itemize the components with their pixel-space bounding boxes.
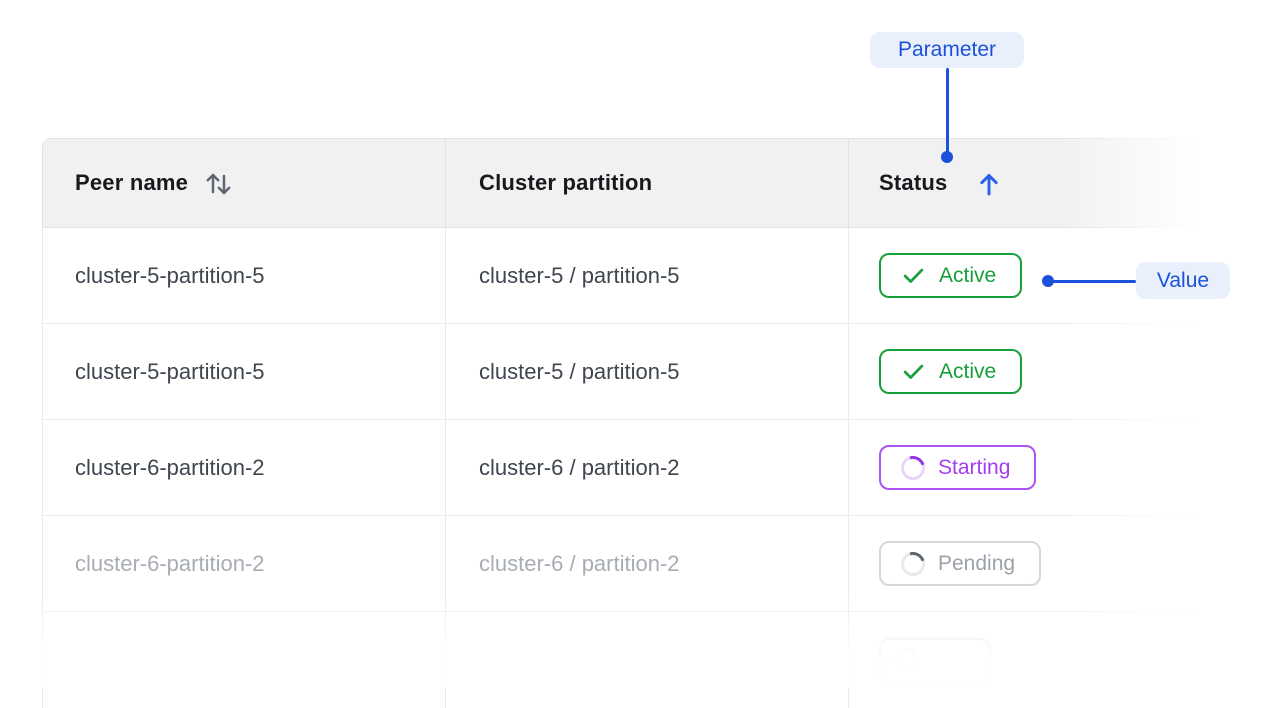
sort-up-down-icon [204,168,233,199]
status-badge-label: Active [939,264,997,287]
column-header-peer-name-label: Peer name [75,170,189,195]
check-icon [901,359,926,384]
arrow-up-icon [977,170,1001,197]
table-row: cluster-5-partition-5 cluster-5 / partit… [42,324,1210,420]
status-badge-active: Active [879,349,1023,394]
cell-status: Active [848,228,1210,323]
cell-cluster-partition: cluster-5 / partition-5 [445,324,848,419]
status-badge-starting: Starting [879,445,1037,490]
cell-cluster-partition: cluster-6 / partition-2 [445,420,848,515]
peers-table: Peer name Cluster partition Status [42,138,1210,708]
cell-status [848,612,1210,708]
column-header-cluster-partition-label: Cluster partition [479,170,653,195]
column-header-cluster-partition: Cluster partition [445,139,848,227]
status-badge-label: Active [939,360,997,383]
value-callout-chip: Value [1136,262,1230,299]
table-row: cluster-6-partition-2 cluster-6 / partit… [42,516,1210,612]
status-badge-pending: Pending [879,541,1042,586]
page: Peer name Cluster partition Status [0,32,1272,708]
column-header-status[interactable]: Status [848,139,1210,227]
status-badge-label: Starting [938,456,1011,479]
value-callout-line [1048,280,1136,283]
check-icon [901,263,926,288]
parameter-callout-dot [941,151,953,163]
table-row: cluster-6-partition-2 cluster-6 / partit… [42,420,1210,516]
spinner-icon [896,451,930,484]
status-badge-ghost [879,637,991,683]
cell-cluster-partition: cluster-6 / partition-2 [445,516,848,611]
spinner-icon [896,547,930,580]
cell-status: Starting [848,420,1210,515]
cell-status: Pending [848,516,1210,611]
table-row [42,612,1210,708]
cell-status: Active [848,324,1210,419]
spinner-icon [890,643,924,677]
column-header-peer-name[interactable]: Peer name [43,139,445,227]
status-badge-label: Pending [938,552,1016,575]
cell-peer-name [43,612,445,708]
cell-peer-name: cluster-6-partition-2 [75,550,265,576]
cell-cluster-partition [445,612,848,708]
cell-peer-name: cluster-5-partition-5 [75,358,265,384]
table-row: cluster-5-partition-5 cluster-5 / partit… [42,228,1210,324]
table-header-row: Peer name Cluster partition Status [42,138,1210,228]
cell-cluster-partition: cluster-5 / partition-5 [445,228,848,323]
cell-peer-name: cluster-6-partition-2 [75,454,265,480]
parameter-callout-line [946,68,949,154]
status-badge-active: Active [879,253,1023,298]
parameter-callout-chip: Parameter [870,32,1024,68]
column-header-status-label: Status [879,170,948,195]
cell-peer-name: cluster-5-partition-5 [75,262,265,288]
